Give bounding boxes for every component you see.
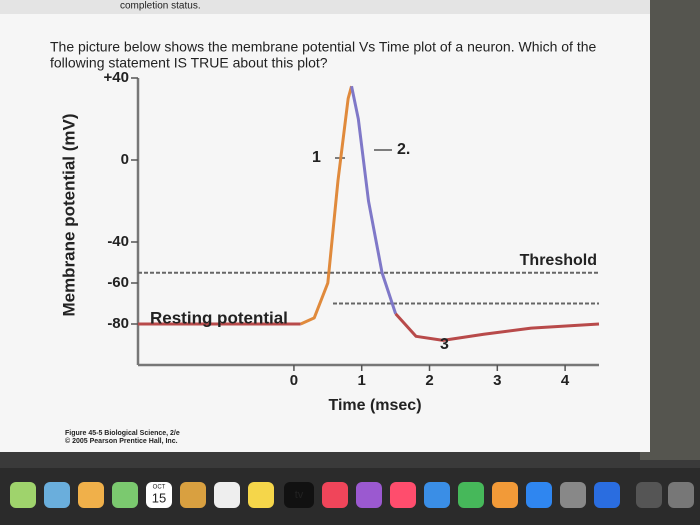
annotation: 2. <box>397 141 410 158</box>
dock-icon[interactable] <box>322 482 348 508</box>
dock-icon[interactable] <box>668 482 694 508</box>
chart: Membrane potential (mV) Time (msec) +40 0… <box>59 69 600 414</box>
calendar-month: OCT <box>153 485 166 491</box>
dock: OCT 15 tv <box>10 482 694 508</box>
dock-icon[interactable] <box>636 482 662 508</box>
x-axis-label: Time (msec) <box>328 397 421 414</box>
x-tick-label: 0 <box>290 372 298 389</box>
credit: © 2005 Pearson Prentice Hall, Inc. <box>65 437 178 445</box>
dock-icon[interactable] <box>112 482 138 508</box>
y-axis-label: Membrane potential (mV) <box>59 113 78 316</box>
line-series <box>394 312 600 342</box>
y-tick-label: -40 <box>107 233 129 250</box>
credit: Figure 45-5 Biological Science, 2/e <box>65 430 180 437</box>
top-bar <box>0 0 650 14</box>
dock-icon[interactable] <box>214 482 240 508</box>
x-tick-label: 4 <box>561 372 570 389</box>
calendar-day: 15 <box>152 490 166 505</box>
dock-icon[interactable] <box>180 482 206 508</box>
dock-icon[interactable] <box>458 482 484 508</box>
top-bar-text: completion status. <box>120 1 201 12</box>
dock-icon[interactable] <box>526 482 552 508</box>
x-tick-label: 2 <box>425 372 433 389</box>
annotation: 1 <box>312 149 321 166</box>
y-tick-label: -60 <box>107 274 129 291</box>
dock-icon[interactable] <box>78 482 104 508</box>
dock-icon[interactable] <box>356 482 382 508</box>
threshold-label: Threshold <box>520 252 597 269</box>
dock-icon[interactable] <box>424 482 450 508</box>
question: following statement IS TRUE about this p… <box>50 55 328 71</box>
dock-icon[interactable] <box>492 482 518 508</box>
annotation: 3 <box>440 336 449 353</box>
dock-icon[interactable] <box>248 482 274 508</box>
screen <box>0 0 650 452</box>
line-series <box>350 85 398 315</box>
question: The picture below shows the membrane pot… <box>50 39 597 55</box>
y-tick-label: 0 <box>121 151 129 168</box>
y-tick-label: -80 <box>107 315 129 332</box>
dock-icon[interactable] <box>10 482 36 508</box>
resting-label: Resting potential <box>150 308 288 327</box>
line-series <box>300 85 353 326</box>
x-tick-label: 1 <box>358 372 366 389</box>
tv-label: tv <box>295 489 304 501</box>
x-tick-label: 3 <box>493 372 501 389</box>
dock-icon[interactable] <box>390 482 416 508</box>
dock-icon[interactable] <box>594 482 620 508</box>
dock-icon[interactable] <box>560 482 586 508</box>
tv-icon[interactable] <box>284 482 314 508</box>
calendar-icon[interactable] <box>146 482 172 508</box>
dock-icon[interactable] <box>44 482 70 508</box>
y-tick-label: +40 <box>104 69 129 86</box>
